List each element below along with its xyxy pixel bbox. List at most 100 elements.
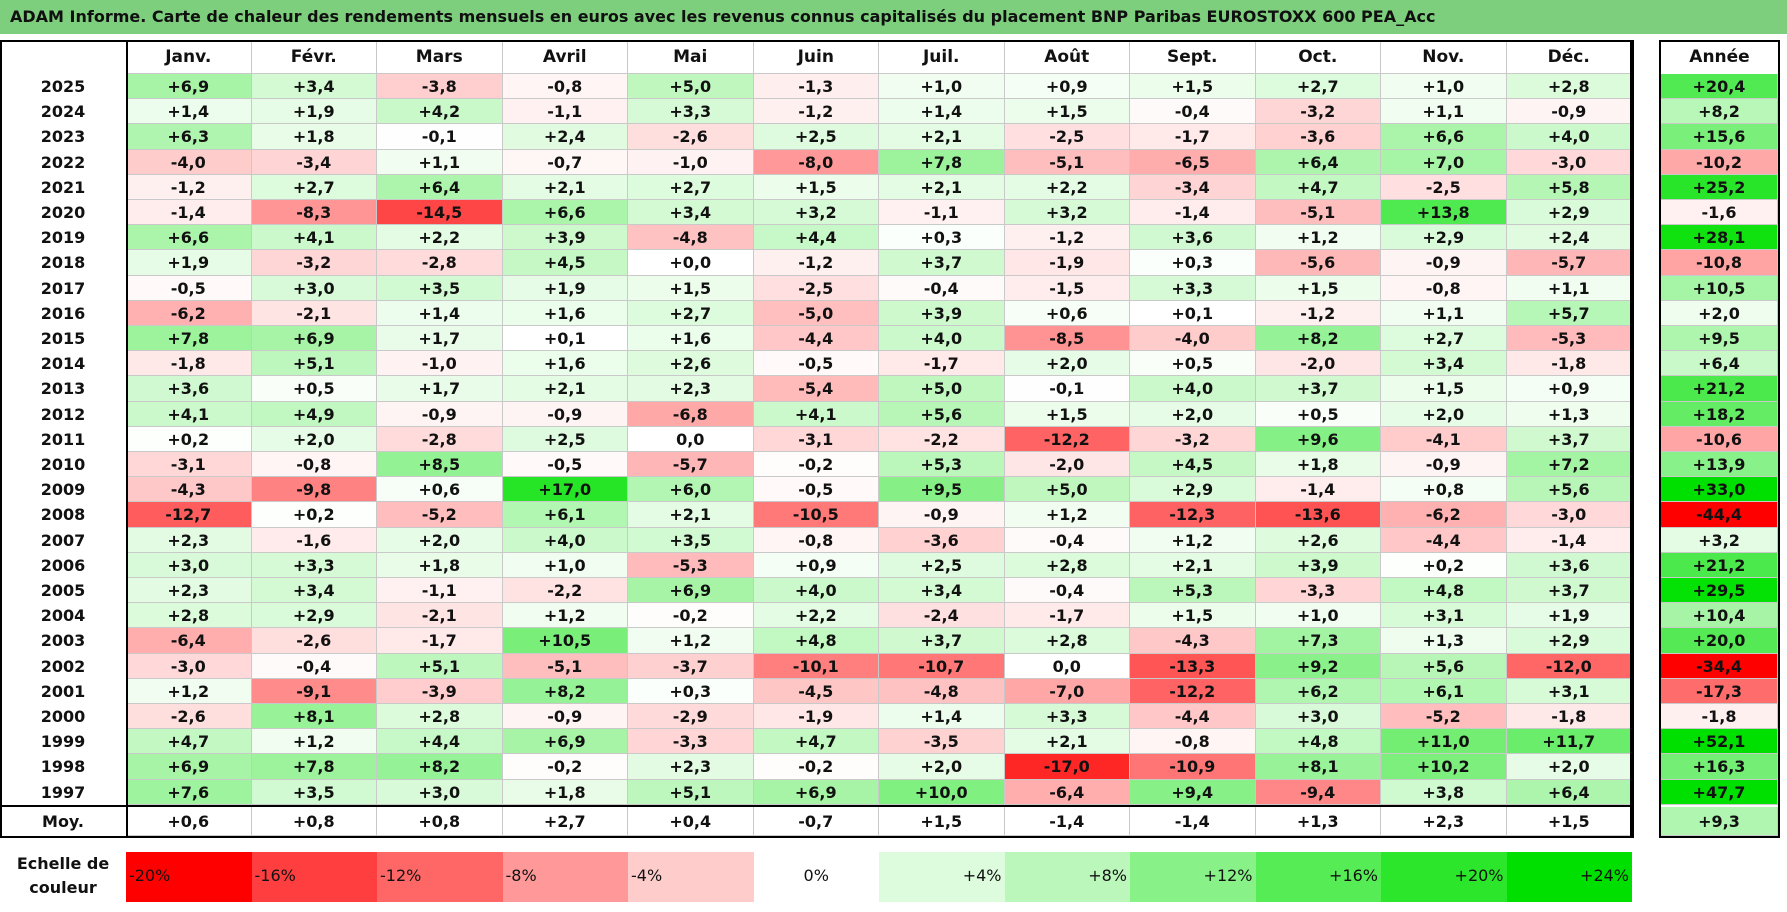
month-value-cell: -2,8 xyxy=(377,426,503,452)
month-value-cell: +0,2 xyxy=(126,426,252,452)
month-value-cell: -1,3 xyxy=(753,74,879,100)
month-value-cell: +1,8 xyxy=(377,552,503,578)
annual-value-cell: +52,1 xyxy=(1661,729,1778,755)
month-value-cell: +9,2 xyxy=(1255,653,1381,679)
month-value-cell: -3,1 xyxy=(753,426,879,452)
month-value-cell: -0,8 xyxy=(753,527,879,553)
month-value-cell: +9,6 xyxy=(1255,426,1381,452)
month-value-cell: +2,1 xyxy=(1004,729,1130,755)
month-value-cell: +3,6 xyxy=(1130,225,1256,251)
month-value-cell: -2,9 xyxy=(628,704,754,730)
month-value-cell: +3,5 xyxy=(251,779,377,805)
month-value-cell: +1,1 xyxy=(1506,275,1632,301)
month-value-cell: +8,2 xyxy=(377,754,503,780)
month-value-cell: -12,2 xyxy=(1004,426,1130,452)
month-value-cell: -5,2 xyxy=(377,502,503,528)
annual-value-cell: -1,6 xyxy=(1661,200,1778,226)
month-value-cell: +9,5 xyxy=(879,477,1005,503)
month-value-cell: +1,8 xyxy=(502,779,628,805)
color-scale-swatch: +20% xyxy=(1381,852,1507,902)
month-value-cell: +5,1 xyxy=(377,653,503,679)
month-value-cell: -5,3 xyxy=(1506,326,1632,352)
month-value-cell: +3,9 xyxy=(502,225,628,251)
month-value-cell: -2,6 xyxy=(126,704,252,730)
month-value-cell: -2,5 xyxy=(1381,174,1507,200)
average-value-cell: +0,8 xyxy=(251,806,377,836)
month-value-cell: -17,0 xyxy=(1004,754,1130,780)
year-label: 1998 xyxy=(40,757,86,777)
month-value-cell: -5,3 xyxy=(628,552,754,578)
average-value-cell: +0,4 xyxy=(628,806,754,836)
month-value-cell: +1,0 xyxy=(502,552,628,578)
year-label: 2005 xyxy=(40,581,86,600)
month-value-cell: +2,4 xyxy=(502,124,628,150)
month-value-cell: -0,9 xyxy=(1506,99,1632,125)
month-value-cell: -1,2 xyxy=(1255,300,1381,326)
month-value-cell: -6,4 xyxy=(126,628,252,654)
month-value-cell: +3,7 xyxy=(879,628,1005,654)
month-value-cell: +1,5 xyxy=(1381,376,1507,402)
month-value-cell: -6,8 xyxy=(628,401,754,427)
month-value-cell: +4,8 xyxy=(1255,729,1381,755)
year-label: 2006 xyxy=(40,555,86,575)
month-value-cell: -0,4 xyxy=(879,275,1005,301)
month-value-cell: +1,8 xyxy=(251,124,377,150)
month-value-cell: +2,7 xyxy=(1381,326,1507,352)
month-value-cell: +1,5 xyxy=(1130,74,1256,100)
month-value-cell: +4,0 xyxy=(879,326,1005,352)
month-value-cell: +1,4 xyxy=(126,99,252,125)
month-value-cell: +1,7 xyxy=(377,326,503,352)
month-value-cell: -2,5 xyxy=(753,275,879,301)
month-value-cell: -3,4 xyxy=(1130,174,1256,200)
month-value-cell: +5,6 xyxy=(879,401,1005,427)
average-value-cell: -1,4 xyxy=(1130,806,1256,836)
month-value-cell: +4,0 xyxy=(1506,124,1632,150)
month-value-cell: -3,6 xyxy=(1255,124,1381,150)
month-value-cell: +2,1 xyxy=(502,376,628,402)
month-value-cell: -10,7 xyxy=(879,653,1005,679)
annual-value-cell: +21,2 xyxy=(1661,376,1778,402)
annual-value-cell: +3,2 xyxy=(1661,527,1778,553)
month-value-cell: -3,0 xyxy=(1506,149,1632,175)
month-value-cell: +3,1 xyxy=(1381,603,1507,629)
month-value-cell: +4,7 xyxy=(753,729,879,755)
average-value-cell: -0,7 xyxy=(753,806,879,836)
month-value-cell: +1,4 xyxy=(879,704,1005,730)
month-value-cell: -1,1 xyxy=(502,99,628,125)
month-value-cell: +0,2 xyxy=(1381,552,1507,578)
month-value-cell: +1,9 xyxy=(502,275,628,301)
average-value-cell: +2,7 xyxy=(502,806,628,836)
month-value-cell: -12,3 xyxy=(1130,502,1256,528)
year-label: 2021 xyxy=(40,177,86,197)
month-value-cell: +2,7 xyxy=(1255,74,1381,100)
month-value-cell: +0,8 xyxy=(1381,477,1507,503)
month-value-cell: -0,1 xyxy=(1004,376,1130,402)
month-value-cell: +1,4 xyxy=(377,300,503,326)
annual-value-cell: +16,3 xyxy=(1661,754,1778,780)
month-value-cell: +1,4 xyxy=(879,99,1005,125)
color-scale-swatch: -16% xyxy=(251,852,377,902)
month-value-cell: +1,5 xyxy=(1130,603,1256,629)
month-value-cell: -1,1 xyxy=(879,200,1005,226)
month-value-cell: +1,3 xyxy=(1506,401,1632,427)
annual-value-cell: +6,4 xyxy=(1661,351,1778,377)
month-value-cell: +3,5 xyxy=(377,275,503,301)
month-value-cell: -0,2 xyxy=(502,754,628,780)
year-label: 2025 xyxy=(40,77,86,96)
month-value-cell: +6,3 xyxy=(126,124,252,150)
month-value-cell: +6,6 xyxy=(126,225,252,251)
month-value-cell: +10,0 xyxy=(879,779,1005,805)
month-value-cell: -1,6 xyxy=(251,527,377,553)
month-value-cell: +2,0 xyxy=(1506,754,1632,780)
month-value-cell: +2,3 xyxy=(126,527,252,553)
month-value-cell: -3,0 xyxy=(126,653,252,679)
month-value-cell: +1,5 xyxy=(1004,401,1130,427)
month-value-cell: +4,5 xyxy=(502,250,628,276)
month-value-cell: +2,4 xyxy=(1506,225,1632,251)
month-value-cell: +1,2 xyxy=(502,603,628,629)
month-value-cell: +4,7 xyxy=(126,729,252,755)
annual-value-cell: +15,6 xyxy=(1661,124,1778,150)
month-value-cell: +1,6 xyxy=(628,326,754,352)
annual-value-cell: +20,0 xyxy=(1661,628,1778,654)
month-value-cell: +4,9 xyxy=(251,401,377,427)
